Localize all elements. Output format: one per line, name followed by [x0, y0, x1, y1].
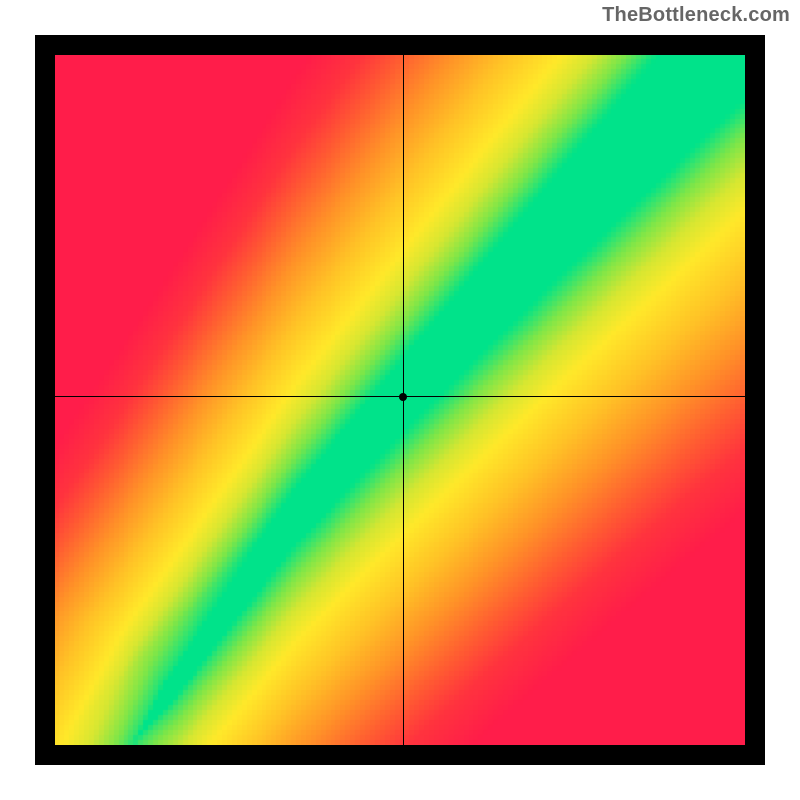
watermark-text: TheBottleneck.com — [602, 4, 790, 27]
heatmap-canvas — [55, 55, 745, 745]
plot-area — [55, 55, 745, 745]
plot-frame — [35, 35, 765, 765]
marker-dot — [399, 393, 407, 401]
chart-container: TheBottleneck.com — [0, 0, 800, 800]
